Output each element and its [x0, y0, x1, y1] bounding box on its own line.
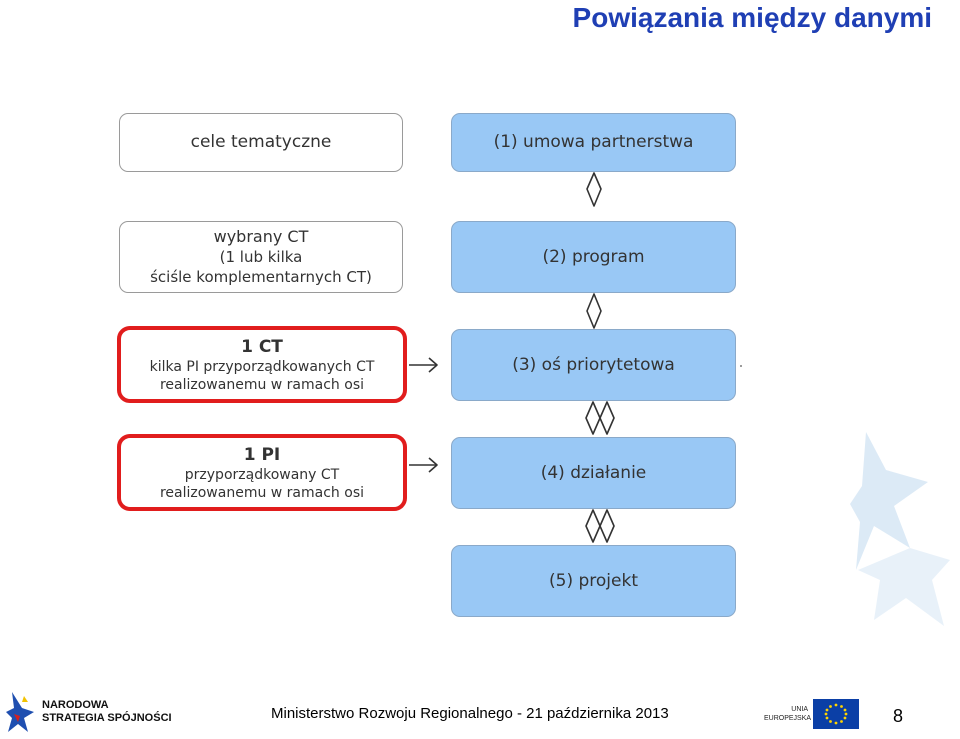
- box-os-priorytetowa: (3) oś priorytetowa: [451, 329, 736, 401]
- box-text: realizowanemu w ramach osi: [159, 376, 365, 393]
- nss-logo-line: STRATEGIA SPÓJNOŚCI: [42, 712, 172, 724]
- box-text: ściśle komplementarnych CT): [150, 268, 372, 286]
- box-cele-tematyczne: cele tematyczne: [119, 113, 403, 172]
- box-text: (1 lub kilka: [219, 248, 303, 266]
- box-wybrany-ct: wybrany CT (1 lub kilka ściśle komplemen…: [119, 221, 403, 293]
- box-program: (2) program: [451, 221, 736, 293]
- one-to-many-diamond: [599, 401, 615, 435]
- box-text: realizowanemu w ramach osi: [159, 484, 365, 501]
- eu-label: UNIA EUROPEJSKA: [764, 705, 812, 723]
- one-to-one-diamond: [586, 172, 602, 207]
- box-umowa-partnerstwa: (1) umowa partnerstwa: [451, 113, 736, 172]
- one-to-many-diamond: [599, 509, 615, 543]
- footer-caption: Ministerstwo Rozwoju Regionalnego - 21 p…: [271, 705, 669, 722]
- eu-flag-icon: [813, 699, 859, 729]
- box-label: (2) program: [542, 246, 645, 267]
- nss-logo-text: NARODOWA STRATEGIA SPÓJNOŚCI: [42, 699, 172, 725]
- eu-label-line: EUROPEJSKA: [764, 715, 812, 722]
- one-to-many-diamond: [585, 509, 601, 543]
- box-dzialanie: (4) działanie: [451, 437, 736, 509]
- box-text: cele tematyczne: [190, 132, 332, 152]
- box-label: (4) działanie: [540, 462, 647, 483]
- nss-logo: NARODOWA STRATEGIA SPÓJNOŚCI: [6, 690, 172, 734]
- one-to-many-diamond: [585, 401, 601, 435]
- box-text: wybrany CT: [213, 227, 309, 246]
- slide-title: Powiązania między danymi: [572, 2, 932, 33]
- one-to-one-diamond: [586, 293, 602, 329]
- box-text: kilka PI przyporządkowanych CT: [149, 358, 375, 375]
- box-1-pi: 1 PI przyporządkowany CT realizowanemu w…: [117, 434, 407, 511]
- box-1-ct: 1 CT kilka PI przyporządkowanych CT real…: [117, 326, 407, 403]
- eu-label-line: UNIA: [791, 706, 808, 713]
- nss-star-icon: [6, 692, 34, 732]
- arrowhead: [428, 357, 438, 373]
- box-text: przyporządkowany CT: [184, 466, 340, 483]
- nss-logo-line: NARODOWA: [42, 699, 109, 711]
- decorative-star-icon: [850, 432, 950, 626]
- box-label: (5) projekt: [549, 570, 638, 591]
- arrowhead: [428, 457, 438, 473]
- box-heading: 1 PI: [243, 444, 281, 465]
- stray-dot: [740, 365, 742, 367]
- box-heading: 1 CT: [241, 336, 283, 357]
- box-label: (3) oś priorytetowa: [512, 354, 675, 375]
- box-label: (1) umowa partnerstwa: [493, 132, 694, 152]
- box-projekt: (5) projekt: [451, 545, 736, 617]
- page-number: 8: [893, 706, 904, 726]
